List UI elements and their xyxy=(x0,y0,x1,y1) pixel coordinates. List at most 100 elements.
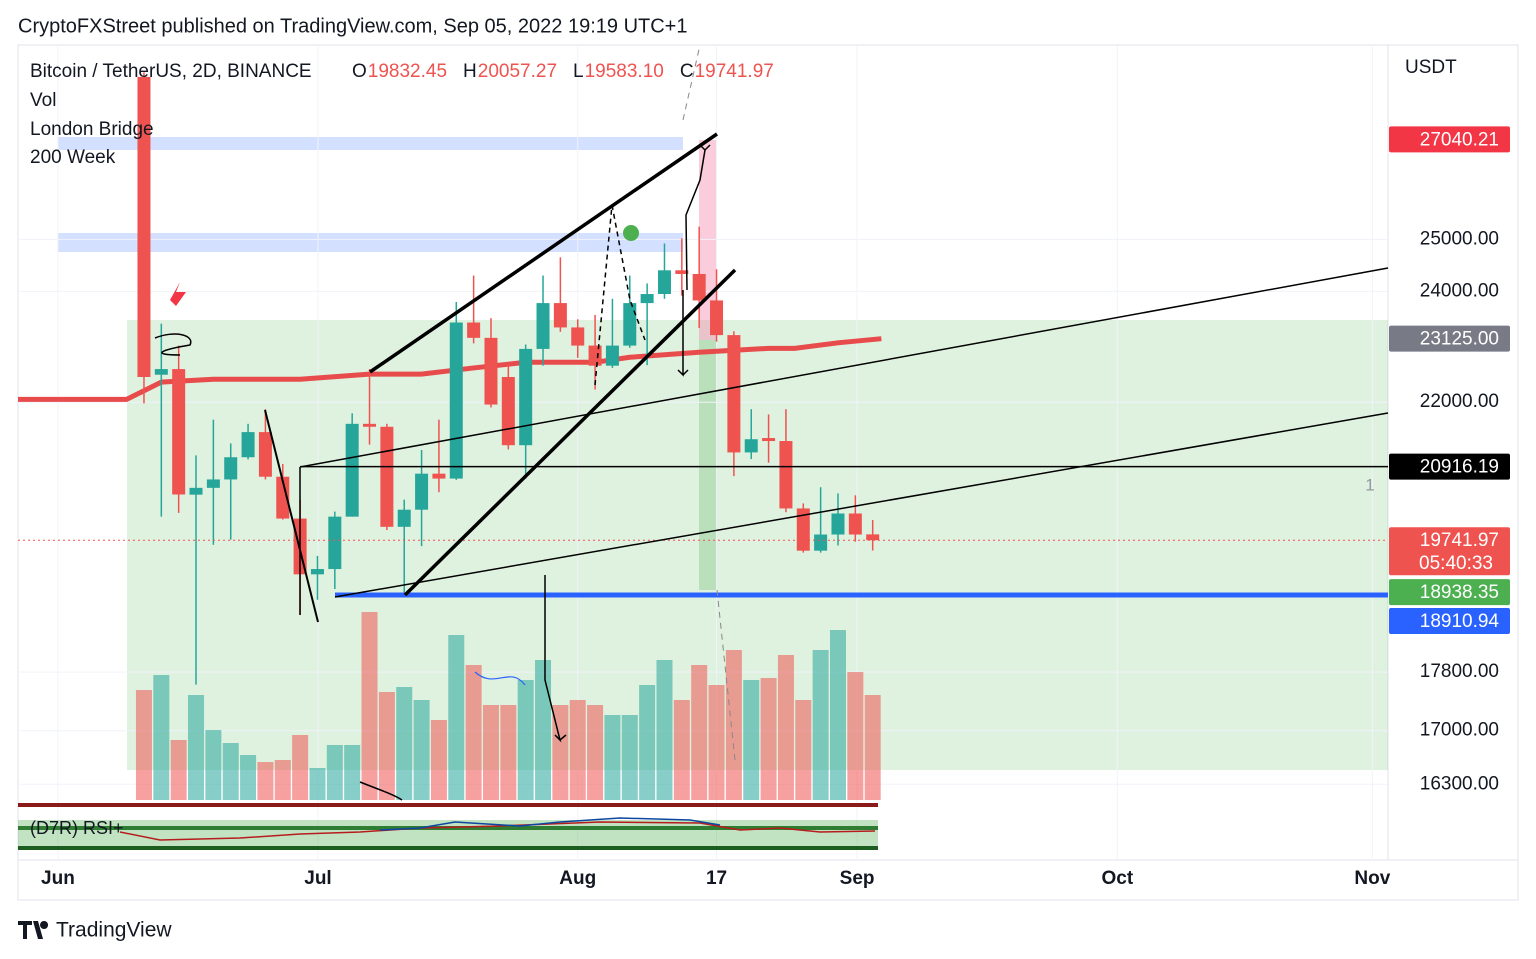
y-tick-label: 22000.00 xyxy=(1420,391,1499,412)
candle-body xyxy=(866,534,880,541)
price-label: 19741.97 xyxy=(1420,530,1499,551)
candle-body xyxy=(363,423,377,427)
dashed-path xyxy=(594,204,613,386)
arrow xyxy=(677,290,689,377)
volume-bar xyxy=(153,675,170,800)
candle-body xyxy=(484,337,498,405)
candle-body xyxy=(189,487,203,495)
price-label-box xyxy=(1389,607,1510,634)
trendline xyxy=(299,267,1389,468)
indicator: Vol xyxy=(30,90,56,111)
x-tick-label: Sep xyxy=(840,868,875,889)
x-tick-label: Oct xyxy=(1101,868,1133,889)
candle-body xyxy=(432,473,446,479)
trendline xyxy=(334,412,1389,598)
ohlc-key: H xyxy=(463,61,477,82)
blue-zone xyxy=(58,137,683,150)
candle-body xyxy=(727,335,741,453)
ohlc-key: C xyxy=(680,61,694,82)
candle-body xyxy=(623,303,637,346)
drawings xyxy=(154,44,1389,801)
indicator: London Bridge xyxy=(30,119,154,140)
trendline xyxy=(264,409,319,623)
dashed-path xyxy=(682,44,701,121)
ohlc-value: 19832.45 xyxy=(368,61,447,82)
candle-body xyxy=(710,300,724,336)
candle-body xyxy=(328,516,342,570)
ohlc-value: 19741.97 xyxy=(695,61,774,82)
volume-bar xyxy=(656,660,673,800)
volume-bar xyxy=(413,700,430,800)
footer: TradingView xyxy=(56,919,172,942)
volume-bar xyxy=(465,665,482,800)
candle-body xyxy=(172,369,186,495)
candle-body xyxy=(501,376,515,446)
x-tick-label: 17 xyxy=(706,868,727,889)
volume-bar xyxy=(829,630,846,800)
candle-body xyxy=(762,438,776,442)
candle-body xyxy=(744,439,758,453)
annotation: 1 xyxy=(1365,475,1374,494)
volume-bar xyxy=(257,762,274,800)
y-tick-label: 25000.00 xyxy=(1420,228,1499,249)
legend: Bitcoin / TetherUS, 2D, BINANCE Vol Lond… xyxy=(30,61,312,168)
price-label: 18910.94 xyxy=(1420,611,1500,632)
trendline xyxy=(403,268,737,597)
candle-body xyxy=(449,322,463,479)
candle-body xyxy=(241,432,255,458)
currency: USDT xyxy=(1405,57,1457,78)
volume-bar xyxy=(535,660,552,800)
candle-body xyxy=(588,345,602,366)
candle-body xyxy=(224,457,238,480)
price-label-box xyxy=(1389,325,1510,352)
candle-body xyxy=(206,479,220,488)
candle-body xyxy=(553,303,567,328)
candle-body xyxy=(380,426,394,527)
rsi-line xyxy=(119,821,876,841)
volume-bar xyxy=(482,705,499,800)
symbol: Bitcoin / TetherUS, 2D, BINANCE xyxy=(30,61,312,82)
volume-bar xyxy=(274,760,291,800)
volume-bar xyxy=(673,700,690,800)
chart-frame xyxy=(17,44,1519,901)
volume-bar xyxy=(326,745,343,800)
price-label-box xyxy=(1389,579,1510,606)
flash-icon xyxy=(170,282,186,306)
candle-body xyxy=(467,322,481,338)
volume-bar xyxy=(205,730,222,800)
candle-body xyxy=(415,473,429,510)
ohlc-key: O xyxy=(352,61,367,82)
candle-body xyxy=(345,423,359,517)
ohlc-value: 20057.27 xyxy=(478,61,557,82)
candle-body xyxy=(571,327,585,346)
volume-bar xyxy=(292,735,309,800)
y-tick-label: 17800.00 xyxy=(1420,661,1499,682)
header: CryptoFXStreet published on TradingView.… xyxy=(18,15,687,37)
candle-body xyxy=(814,534,828,551)
candle-body xyxy=(848,513,862,535)
blue-zone xyxy=(58,233,683,252)
volume-bar xyxy=(812,650,829,800)
candle-body xyxy=(519,348,533,446)
volume-bar xyxy=(517,680,534,800)
volume-bar xyxy=(448,635,465,800)
rsi-line xyxy=(379,817,721,831)
volume-bar xyxy=(639,685,656,800)
price-label-box xyxy=(1389,126,1510,153)
candle-body xyxy=(154,369,168,375)
candle-body xyxy=(640,294,654,304)
candle-body xyxy=(310,569,324,575)
countdown: 05:40:33 xyxy=(1419,553,1493,574)
y-tick-label: 17000.00 xyxy=(1420,720,1499,741)
y-tick-label: 16300.00 xyxy=(1420,773,1499,794)
volume-bar xyxy=(309,768,326,800)
price-label: 18938.35 xyxy=(1420,582,1499,603)
x-tick-label: Jul xyxy=(304,868,331,889)
volume-bar xyxy=(344,745,361,800)
volume-bar xyxy=(725,650,742,800)
volume-bar xyxy=(691,665,708,800)
candle-body xyxy=(657,270,671,295)
marker-dot xyxy=(623,225,639,241)
candle-body xyxy=(536,303,550,349)
